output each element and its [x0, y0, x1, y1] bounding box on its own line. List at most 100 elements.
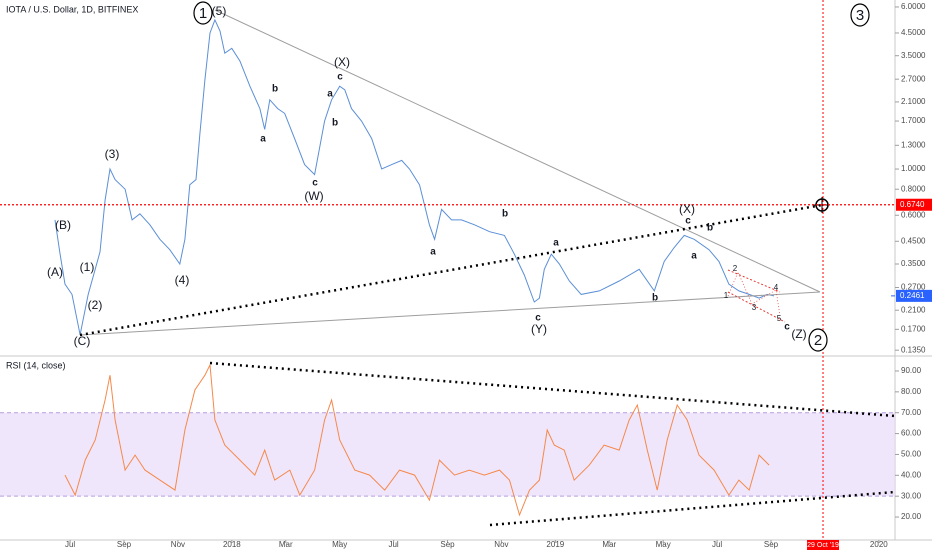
y-tick-label: 1.0000 [901, 164, 926, 173]
x-tick-label: Mar [279, 540, 293, 549]
rsi-trend-line [489, 490, 896, 527]
x-tick-label: Sep [764, 540, 779, 549]
wave-label: a [260, 134, 266, 145]
wave-label: c [784, 322, 790, 333]
y-tick-label: 0.2100 [901, 305, 926, 314]
y-tick-label: 0.1350 [901, 345, 926, 354]
y-tick-label: 0.8000 [901, 184, 926, 193]
y-tick-label: 60.00 [901, 429, 922, 438]
wave-label: (2) [88, 298, 103, 312]
y-tick-label: 0.6000 [901, 210, 926, 219]
wave-label: b [652, 293, 658, 304]
wave-label: 2 [733, 264, 738, 273]
x-tick-label: Jul [712, 540, 722, 549]
x-tick-label: Nov [494, 540, 508, 549]
y-tick-label: 1.3000 [901, 140, 926, 149]
wave-label: 4 [774, 283, 779, 292]
wave-label: a [327, 89, 333, 100]
x-tick-label: May [656, 540, 671, 549]
channel-line [727, 291, 786, 323]
wave-label: (X) [679, 202, 695, 216]
wave-label: (4) [175, 273, 190, 287]
wave-label: (C) [74, 334, 91, 348]
wave-label: c [312, 178, 318, 189]
wave-label: (1) [80, 260, 95, 274]
sub-wave [727, 271, 781, 317]
y-tick-label: 0.4500 [901, 236, 926, 245]
wave-label: c [685, 216, 691, 227]
wave-label: (3) [105, 147, 120, 161]
rsi-band [0, 412, 895, 497]
price-label-box [896, 198, 932, 211]
y-tick-label: 30.00 [901, 491, 922, 500]
wave-label: b [272, 84, 278, 95]
wave-label: b [332, 118, 338, 129]
x-tick-label: Nov [171, 540, 185, 549]
x-tick-label: May [332, 540, 347, 549]
wave-label: b [707, 223, 713, 234]
y-tick-label: 3.5000 [901, 51, 926, 60]
wave-label: (5) [212, 4, 227, 18]
circled-wave [193, 1, 213, 25]
wave-label: b [502, 209, 508, 220]
circled-wave-label: 1 [199, 5, 207, 22]
wave-label: (Z) [791, 327, 806, 341]
x-tick-label: 2020 [870, 540, 888, 549]
y-tick-label: 90.00 [901, 366, 922, 375]
circled-wave [850, 3, 870, 27]
y-tick-label: 4.5000 [901, 28, 926, 37]
trend-line [214, 9, 821, 293]
wave-label: c [337, 72, 343, 83]
x-tick-label: Sep [117, 540, 132, 549]
background-layer [0, 412, 895, 497]
series-line [64, 363, 770, 517]
wave-label: (B) [55, 218, 71, 232]
wave-label: a [553, 238, 559, 249]
rsi-title: RSI (14, close) [6, 360, 66, 370]
y-tick-label: 0.3500 [901, 259, 926, 268]
y-tick-label: 2.1000 [901, 97, 926, 106]
wave-label: (A) [47, 265, 63, 279]
date-label-box [807, 540, 840, 550]
date-label: 29 Oct '19 [807, 542, 839, 549]
y-tick-label: 40.00 [901, 470, 922, 479]
y-tick-label: 1.7000 [901, 116, 926, 125]
circled-wave-label: 2 [814, 332, 822, 349]
price-label: 0.2461 [900, 291, 925, 300]
y-tick-label: 0.1700 [901, 324, 926, 333]
wave-label: 1 [724, 291, 729, 300]
wave-label: a [430, 247, 436, 258]
wave-label: 5 [777, 314, 782, 323]
price-label: 0.6740 [900, 200, 925, 209]
y-tick-label: 20.00 [901, 512, 922, 521]
y-tick-label: 2.7000 [901, 74, 926, 83]
chart-title: IOTA / U.S. Dollar, 1D, BITFINEX [6, 4, 138, 14]
y-tick-label: 70.00 [901, 408, 922, 417]
x-tick-label: Mar [602, 540, 616, 549]
circled-wave-label: 3 [856, 7, 864, 24]
x-tick-label: Sep [440, 540, 455, 549]
wave-label: (W) [304, 189, 323, 203]
x-tick-label: Jul [388, 540, 398, 549]
x-tick-label: 2018 [223, 540, 241, 549]
rsi-trend-line [209, 361, 896, 418]
wave-label: (X) [334, 55, 350, 69]
x-tick-label: 2019 [546, 540, 564, 549]
trend-line [79, 291, 821, 336]
price-label-box [896, 289, 932, 302]
y-tick-label: 0.2700 [901, 283, 926, 292]
wave-label: (Y) [531, 322, 547, 336]
x-tick-label: Jul [65, 540, 75, 549]
drawings [79, 9, 896, 527]
series-line [54, 18, 775, 335]
y-tick-label: 50.00 [901, 450, 922, 459]
circled-wave [808, 328, 828, 352]
y-tick-label: 6.0000 [901, 2, 926, 11]
channel-line [727, 269, 781, 293]
marks-layer [54, 18, 775, 517]
y-tick-label: 80.00 [901, 387, 922, 396]
wave-label: c [535, 313, 541, 324]
wave-label: 3 [752, 303, 757, 312]
wave-label: a [691, 251, 697, 262]
